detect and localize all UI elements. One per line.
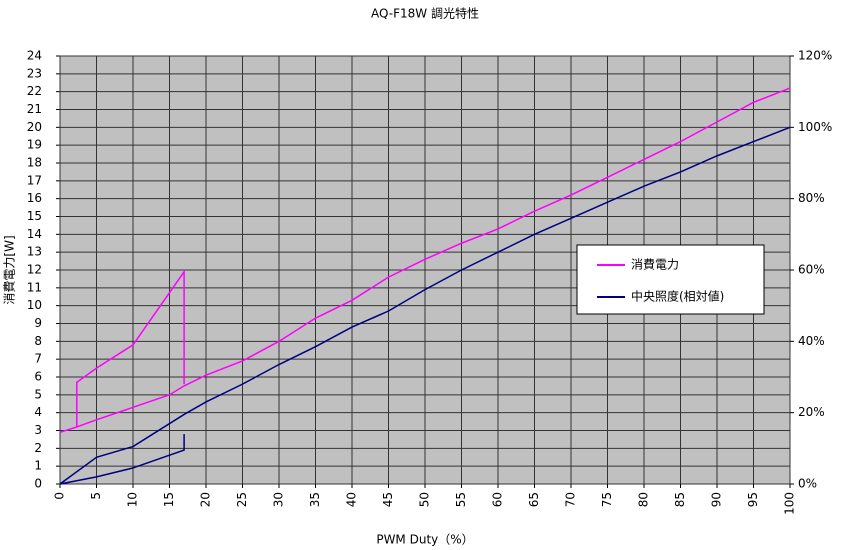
x-tick-label: 5 [89,492,103,500]
x-tick-label: 25 [235,492,249,507]
y-tick-label: 11 [27,280,42,294]
x-tick-label: 95 [746,492,760,507]
x-tick-label: 10 [126,492,140,507]
y-tick-label: 16 [27,191,42,205]
legend-label: 消費電力 [631,257,679,272]
x-tick-label: 70 [564,492,578,507]
y-tick-label: 0 [34,477,42,491]
y-tick-label: 12 [27,263,42,277]
y-tick-label: 9 [34,316,42,330]
y-tick-label: 22 [27,84,42,98]
y-tick-label: 4 [34,405,42,419]
y-tick-label: 8 [34,334,42,348]
chart-title: AQ-F18W 調光特性 [371,6,479,21]
y2-tick-label: 120% [798,49,832,63]
x-tick-label: 85 [673,492,687,507]
x-tick-label: 50 [418,492,432,507]
y2-tick-label: 100% [798,120,832,134]
x-tick-label: 45 [381,492,395,507]
y-tick-label: 3 [34,423,42,437]
y-tick-label: 2 [34,441,42,455]
legend-label: 中央照度(相対値) [631,289,724,304]
y-tick-label: 10 [27,298,42,312]
y2-tick-label: 40% [798,334,825,348]
x-tick-label: 60 [491,492,505,507]
x-tick-label: 15 [162,492,176,507]
y-tick-label: 19 [27,138,42,152]
y-tick-label: 1 [34,459,42,473]
y-tick-label: 15 [27,209,42,223]
x-tick-label: 40 [345,492,359,507]
y-tick-label: 5 [34,387,42,401]
x-tick-label: 55 [454,492,468,507]
y-tick-label: 17 [27,173,42,187]
x-tick-label: 100 [783,492,797,515]
x-tick-label: 80 [637,492,651,507]
x-tick-label: 30 [272,492,286,507]
y-tick-label: 18 [27,156,42,170]
x-axis-label: PWM Duty（%） [376,533,473,547]
legend-box [576,244,765,315]
y-tick-label: 7 [34,352,42,366]
y2-tick-label: 20% [798,405,825,419]
series-line [59,87,791,433]
y2-tick-label: 60% [798,263,825,277]
y-tick-label: 21 [27,102,42,116]
y-tick-label: 6 [34,370,42,384]
y-tick-label: 24 [27,49,42,63]
y2-tick-label: 0% [798,477,817,491]
series-line [59,126,791,485]
y-tick-label: 13 [27,245,42,259]
x-tick-label: 65 [527,492,541,507]
y2-tick-label: 80% [798,191,825,205]
x-tick-label: 75 [600,492,614,507]
x-tick-label: 90 [710,492,724,507]
y-tick-label: 14 [27,227,42,241]
x-tick-label: 0 [53,492,67,500]
y-tick-label: 23 [27,66,42,80]
x-tick-label: 20 [199,492,213,507]
x-tick-label: 35 [308,492,322,507]
y-tick-label: 20 [27,120,42,134]
y-axis-label: 消費電力[W] [2,235,17,304]
